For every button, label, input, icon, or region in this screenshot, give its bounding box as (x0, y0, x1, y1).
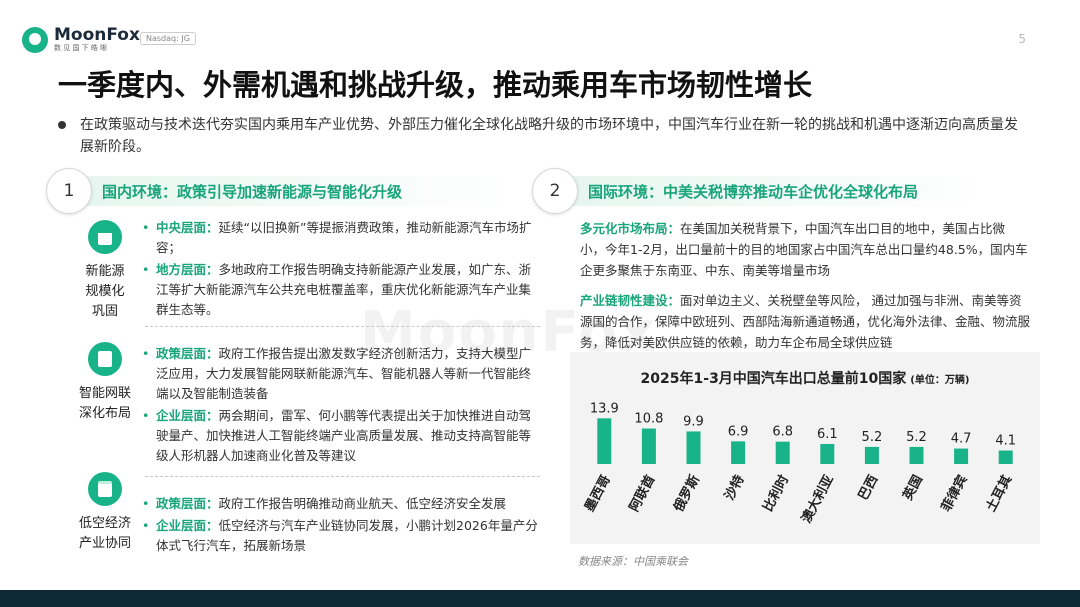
bullet-icon (58, 121, 66, 129)
category-label: 巴西 (856, 473, 881, 503)
bar-8 (954, 448, 969, 464)
chart-title: 2025年1-3月中国汽车出口总量前10国家 (单位：万辆) (640, 371, 970, 387)
category-name-line: 深化布局 (78, 406, 131, 421)
category-label: 阿联酋 (626, 472, 658, 514)
divider (145, 476, 540, 477)
category-label: 菲律宾 (938, 472, 970, 514)
brand-subtitle: 数 见 国 下 皓 晰 (54, 44, 108, 52)
bar-value-label: 4.7 (951, 432, 972, 447)
bar-value-label: 5.2 (862, 430, 883, 445)
section-title: 国际环境：中美关税博弈推动车企优化全球化布局 (568, 176, 988, 206)
intro-paragraph: 在政策驱动与技术迭代夯实国内乘用车产业优势、外部压力催化全球化战略升级的市场环境… (58, 114, 1018, 158)
moonfox-logo: MoonFox 数 见 国 下 皓 晰 (22, 26, 140, 53)
supply-chain-block: 产业链韧性建设：面对单边主义、关税壁垒等风险， 通过加强与非洲、南美等资源国的合… (580, 290, 1030, 353)
category-name-line: 规模化 (85, 284, 125, 299)
bar-value-label: 6.1 (817, 427, 838, 442)
data-source: 数据来源：中国乘联会 (578, 555, 688, 568)
list-item: • 政策层面：政府工作报告提出激发数字经济创新活力，支持大模型广泛应用，大力发展智… (142, 346, 532, 401)
list-item: • 地方层面：多地政府工作报告明确支持新能源产业发展，如广东、浙江等扩大新能源汽车… (142, 262, 532, 317)
category-name-line: 低空经济 (78, 516, 131, 531)
bar-value-label: 13.9 (590, 401, 619, 416)
category-label: 沙特 (721, 472, 747, 502)
category-label: 墨西哥 (581, 472, 613, 514)
category-items: • 政策层面：政府工作报告明确推动商业航天、低空经济安全发展 • 企业层面：低空经济… (142, 494, 542, 558)
ticker-badge: Nasdaq: JG (140, 32, 196, 45)
intro-text: 在政策驱动与技术迭代夯实国内乘用车产业优势、外部压力催化全球化战略升级的市场环境… (80, 117, 1018, 155)
list-item: • 政策层面：政府工作报告明确推动商业航天、低空经济安全发展 (142, 496, 507, 511)
category-intelligent-connected: 智能网联 深化布局 (70, 342, 140, 424)
bar-2 (686, 431, 701, 464)
page-title: 一季度内、外需机遇和挑战升级，推动乘用车市场韧性增长 (58, 68, 813, 102)
list-item: • 企业层面：低空经济与汽车产业链协同发展，小鹏计划2026年量产分体式飞行汽车，… (142, 518, 538, 553)
bar-6 (864, 446, 879, 464)
bar-0 (597, 418, 612, 464)
block-text: 面对单边主义、关税壁垒等风险， 通过加强与非洲、南美等资源国的合作，保障中欧班列… (580, 293, 1031, 350)
category-name-line: 新能源 (85, 264, 125, 279)
bar-value-label: 6.9 (728, 424, 749, 439)
bar-value-label: 10.8 (634, 412, 663, 427)
block-text: 在美国加关税背景下，中国汽车出口目的地中，美国占比微小，今年1-2月，出口量前十… (580, 221, 1028, 278)
bar-value-label: 9.9 (683, 414, 704, 429)
moonfox-logo-icon (22, 26, 48, 53)
list-item: • 中央层面：延续“以旧换新”等提振消费政策，推动新能源汽车市场扩容； (142, 220, 532, 255)
briefcase-icon (88, 220, 122, 254)
block-label: 产业链韧性建设： (580, 293, 681, 308)
category-low-altitude: 低空经济 产业协同 (70, 472, 140, 554)
export-bar-chart: 13.9 墨西哥 10.8 阿联酋 9.9 俄罗斯 6.9 沙特 6.8 比利时 6.1 澳大利亚 5.… (570, 352, 1040, 544)
document-icon (88, 342, 122, 376)
category-label: 俄罗斯 (670, 472, 703, 515)
bar-value-label: 5.2 (906, 430, 927, 445)
international-section-header: 2 国际环境：中美关税博弈推动车企优化全球化布局 (532, 168, 988, 214)
category-label: 澳大利亚 (798, 472, 837, 525)
bar-1 (641, 428, 656, 464)
bar-value-label: 4.1 (995, 434, 1016, 449)
bar-value-label: 6.8 (772, 425, 793, 440)
market-diversification-block: 多元化市场布局：在美国加关税背景下，中国汽车出口目的地中，美国占比微小，今年1-… (580, 218, 1030, 281)
category-items: • 政策层面：政府工作报告提出激发数字经济创新活力，支持大模型广泛应用，大力发展智… (142, 344, 542, 468)
clipboard-icon (88, 472, 122, 506)
category-items: • 中央层面：延续“以旧换新”等提振消费政策，推动新能源汽车市场扩容； • 地方层面… (142, 218, 542, 322)
page-number: 5 (1018, 32, 1026, 46)
chart-unit: (单位：万辆) (910, 375, 970, 386)
category-new-energy: 新能源 规模化 巩固 (70, 220, 140, 322)
section-number: 2 (532, 168, 578, 214)
bar-5 (820, 443, 835, 464)
category-label: 比利时 (760, 472, 792, 514)
chart-svg: 13.9 墨西哥 10.8 阿联酋 9.9 俄罗斯 6.9 沙特 6.8 比利时 6.1 澳大利亚 5.… (581, 401, 1016, 525)
category-name-line: 产业协同 (78, 536, 131, 551)
divider (145, 326, 540, 327)
list-item: • 企业层面：两会期间，雷军、何小鹏等代表提出关于加快推进自动驾驶量产、加快推进人… (142, 408, 532, 463)
bar-7 (909, 446, 924, 464)
bar-9 (998, 450, 1013, 464)
footer-bar (0, 590, 1080, 607)
section-number: 1 (46, 168, 92, 214)
block-label: 多元化市场布局： (580, 221, 681, 236)
category-label: 土耳其 (983, 472, 1015, 514)
section-title: 国内环境：政策引导加速新能源与智能化升级 (82, 176, 522, 206)
bar-4 (775, 441, 790, 464)
bar-3 (731, 441, 746, 464)
category-label: 英国 (899, 472, 926, 503)
domestic-section-header: 1 国内环境：政策引导加速新能源与智能化升级 (46, 168, 522, 214)
brand-name: MoonFox (54, 25, 140, 45)
category-name-line: 智能网联 (78, 386, 131, 401)
category-name-line: 巩固 (91, 304, 118, 319)
